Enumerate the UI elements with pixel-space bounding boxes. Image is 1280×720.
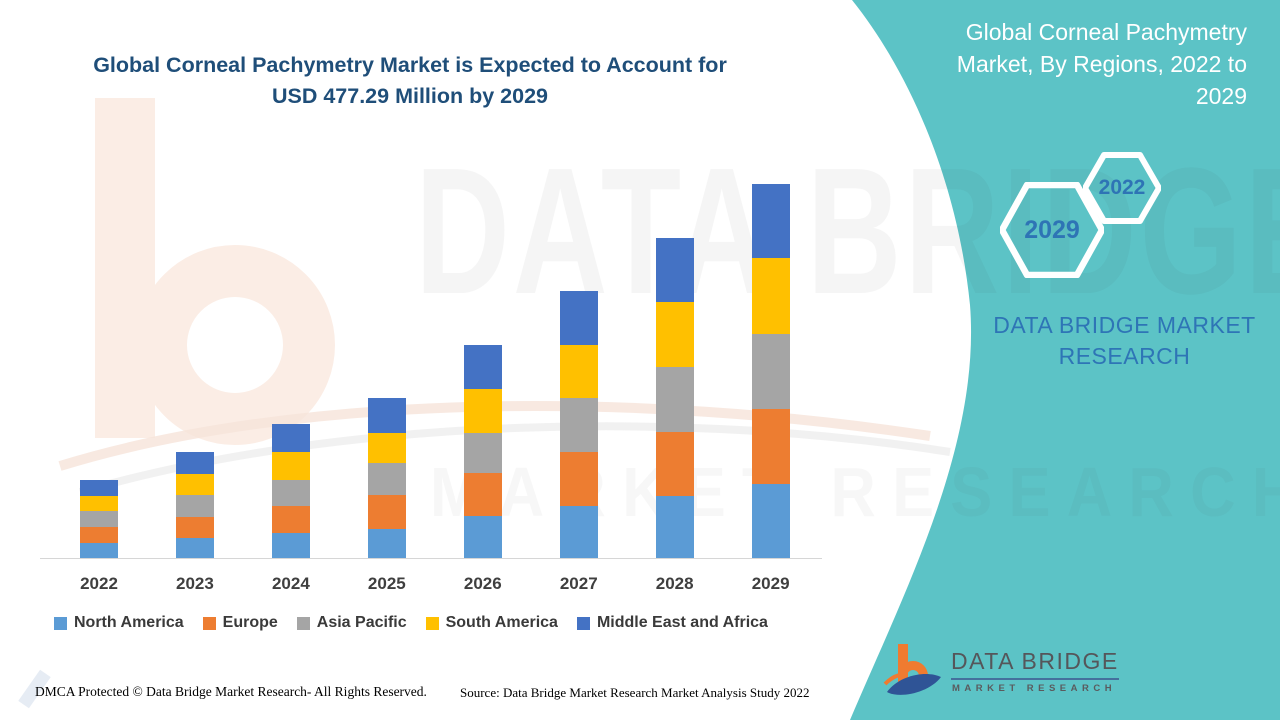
x-axis-label-2028: 2028 <box>655 574 694 593</box>
bar-segment-asia-pacific <box>271 480 310 507</box>
stacked-bar-2028 <box>655 238 694 558</box>
bar-segment-asia-pacific <box>80 511 118 527</box>
stacked-bar-2026 <box>463 344 502 558</box>
legend-swatch <box>296 616 310 630</box>
bar-segment-north-america <box>751 483 790 558</box>
bar-segment-north-america <box>463 516 502 558</box>
bar-segment-europe <box>367 495 406 529</box>
x-axis-label-2029: 2029 <box>751 574 790 593</box>
hexagon-badge-2029: 2029 <box>1000 182 1104 278</box>
brand-wordmark: DATA BRIDGE MARKET RESEARCH <box>993 312 1256 369</box>
x-axis-label-2023: 2023 <box>176 574 214 593</box>
bar-segment-south-america <box>751 257 790 334</box>
source-note: Source: Data Bridge Market Research Mark… <box>460 685 810 700</box>
legend-swatch <box>576 616 590 630</box>
bar-segment-south-america <box>463 388 502 433</box>
x-axis-label-2025: 2025 <box>367 574 406 593</box>
bar-segment-asia-pacific <box>655 367 694 432</box>
legend-label: North America <box>74 614 184 631</box>
legend-label: Asia Pacific <box>316 614 407 631</box>
bar-segment-middle-east-and-africa <box>751 183 790 258</box>
bar-segment-europe <box>175 516 214 539</box>
chart-title: Global Corneal Pachymetry Market is Expe… <box>93 53 727 108</box>
bar-segment-south-america <box>175 474 214 496</box>
bar-segment-north-america <box>559 506 598 558</box>
bar-segment-asia-pacific <box>175 495 214 517</box>
bar-segment-middle-east-and-africa <box>271 424 310 452</box>
bar-segment-asia-pacific <box>751 333 790 409</box>
x-axis-labels: 2022 2023 2024 2025 2026 2027 2028 2029 <box>40 574 822 600</box>
bar-segment-north-america <box>80 543 118 558</box>
bar-segment-south-america <box>367 432 406 464</box>
legend-item-europe: Europe <box>202 614 278 632</box>
legend-label: Middle East and Africa <box>596 614 768 631</box>
legend-swatch <box>425 616 439 630</box>
legend-label: South America <box>445 614 558 631</box>
bar-segment-south-america <box>559 344 598 399</box>
legend-item-asia-pacific: Asia Pacific <box>296 614 407 632</box>
stacked-bar-2025 <box>367 398 406 558</box>
bar-segment-north-america <box>271 532 310 558</box>
x-axis-label-2022: 2022 <box>80 574 118 593</box>
hexagon-badge-2022: 2022 <box>1083 152 1161 224</box>
bar-segment-europe <box>271 506 310 533</box>
hexagon-year-label: 2029 <box>1024 215 1080 244</box>
stacked-bar-2024 <box>271 424 310 558</box>
plot-area <box>40 170 822 559</box>
bar-segment-europe <box>80 526 118 544</box>
legend-item-south-america: South America <box>425 614 558 632</box>
bar-segment-north-america <box>175 538 214 558</box>
legend-label: Europe <box>222 614 278 631</box>
bar-segment-north-america <box>367 529 406 558</box>
bar-segment-europe <box>751 408 790 484</box>
bar-segment-europe <box>559 452 598 507</box>
bar-segment-middle-east-and-africa <box>175 452 214 475</box>
stacked-bar-2022 <box>80 480 118 558</box>
dbmr-logo-icon <box>883 644 941 695</box>
bar-segment-middle-east-and-africa <box>80 480 118 496</box>
bar-segment-north-america <box>655 496 694 558</box>
bar-segment-south-america <box>80 495 118 512</box>
hexagon-outline <box>1000 182 1104 278</box>
panel-title: Global Corneal Pachymetry Market, By Reg… <box>956 19 1247 109</box>
legend-swatch <box>202 616 216 630</box>
dbmr-logo: DATA BRIDGE MARKET RESEARCH <box>883 638 1153 708</box>
hexagon-year-label: 2022 <box>1098 176 1146 199</box>
bar-segment-middle-east-and-africa <box>367 398 406 433</box>
stacked-bar-2027 <box>559 291 598 558</box>
stacked-bar-2023 <box>175 452 214 558</box>
bar-segment-asia-pacific <box>559 398 598 453</box>
dmca-notice: DMCA Protected © Data Bridge Market Rese… <box>35 684 427 699</box>
hexagon-outline <box>1083 152 1161 224</box>
x-axis-label-2024: 2024 <box>271 574 310 593</box>
logo-brand-subtitle: MARKET RESEARCH <box>952 683 1117 694</box>
x-axis-label-2026: 2026 <box>463 574 502 593</box>
stacked-bar-2029 <box>751 183 790 558</box>
chart-legend: North America Europe Asia Pacific South Ame… <box>54 614 768 632</box>
legend-swatch <box>54 616 67 630</box>
legend-item-middle-east-and-africa: Middle East and Africa <box>576 614 768 632</box>
bar-segment-asia-pacific <box>463 432 502 474</box>
bar-segment-middle-east-and-africa <box>463 344 502 389</box>
bar-segment-middle-east-and-africa <box>559 291 598 345</box>
x-axis-label-2027: 2027 <box>559 574 598 593</box>
bar-segment-europe <box>655 431 694 497</box>
bar-segment-europe <box>463 473 502 517</box>
logo-brand-name: DATA BRIDGE <box>951 648 1119 680</box>
bar-chart: 2022 2023 2024 2025 2026 2027 2028 2029 <box>40 170 822 610</box>
bar-segment-middle-east-and-africa <box>655 238 694 303</box>
bar-segment-asia-pacific <box>367 463 406 496</box>
bar-segment-south-america <box>271 451 310 481</box>
legend-item-north-america: North America <box>54 614 184 632</box>
bar-segment-south-america <box>655 302 694 368</box>
